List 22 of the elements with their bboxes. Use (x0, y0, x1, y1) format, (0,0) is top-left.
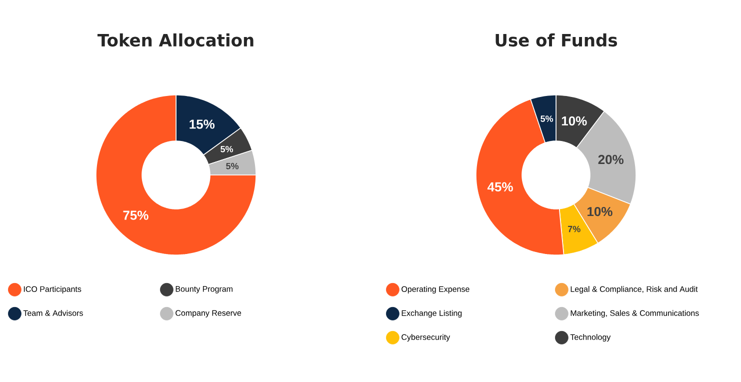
legend-label: Marketing, Sales & Communications (570, 310, 699, 318)
legend-label: Exchange Listing (402, 310, 462, 318)
chart-title: Token Allocation (97, 33, 254, 47)
data-label: 45% (487, 182, 513, 192)
legend-label: Bounty Program (176, 286, 232, 294)
data-label: 5% (226, 162, 239, 170)
data-label: 75% (123, 210, 148, 220)
legend-label: Technology (570, 334, 611, 342)
data-label: 10% (562, 116, 587, 126)
data-label: 10% (588, 206, 612, 216)
data-label: 15% (190, 120, 215, 129)
legend-label: Cybersecurity (402, 334, 450, 342)
data-label: 5% (540, 116, 554, 122)
data-label: 5% (220, 146, 234, 152)
legend-label: Operating Expense (402, 286, 470, 294)
legend-label: Company Reserve (176, 310, 242, 318)
legend-label: Legal & Compliance, Risk and Audit (570, 286, 698, 294)
legend-label: ICO Participants (24, 286, 82, 294)
data-label: 7% (568, 226, 580, 232)
data-label: 20% (598, 154, 624, 164)
legend-label: Team & Advisors (23, 310, 83, 316)
chart-title: Use of Funds (496, 33, 618, 47)
